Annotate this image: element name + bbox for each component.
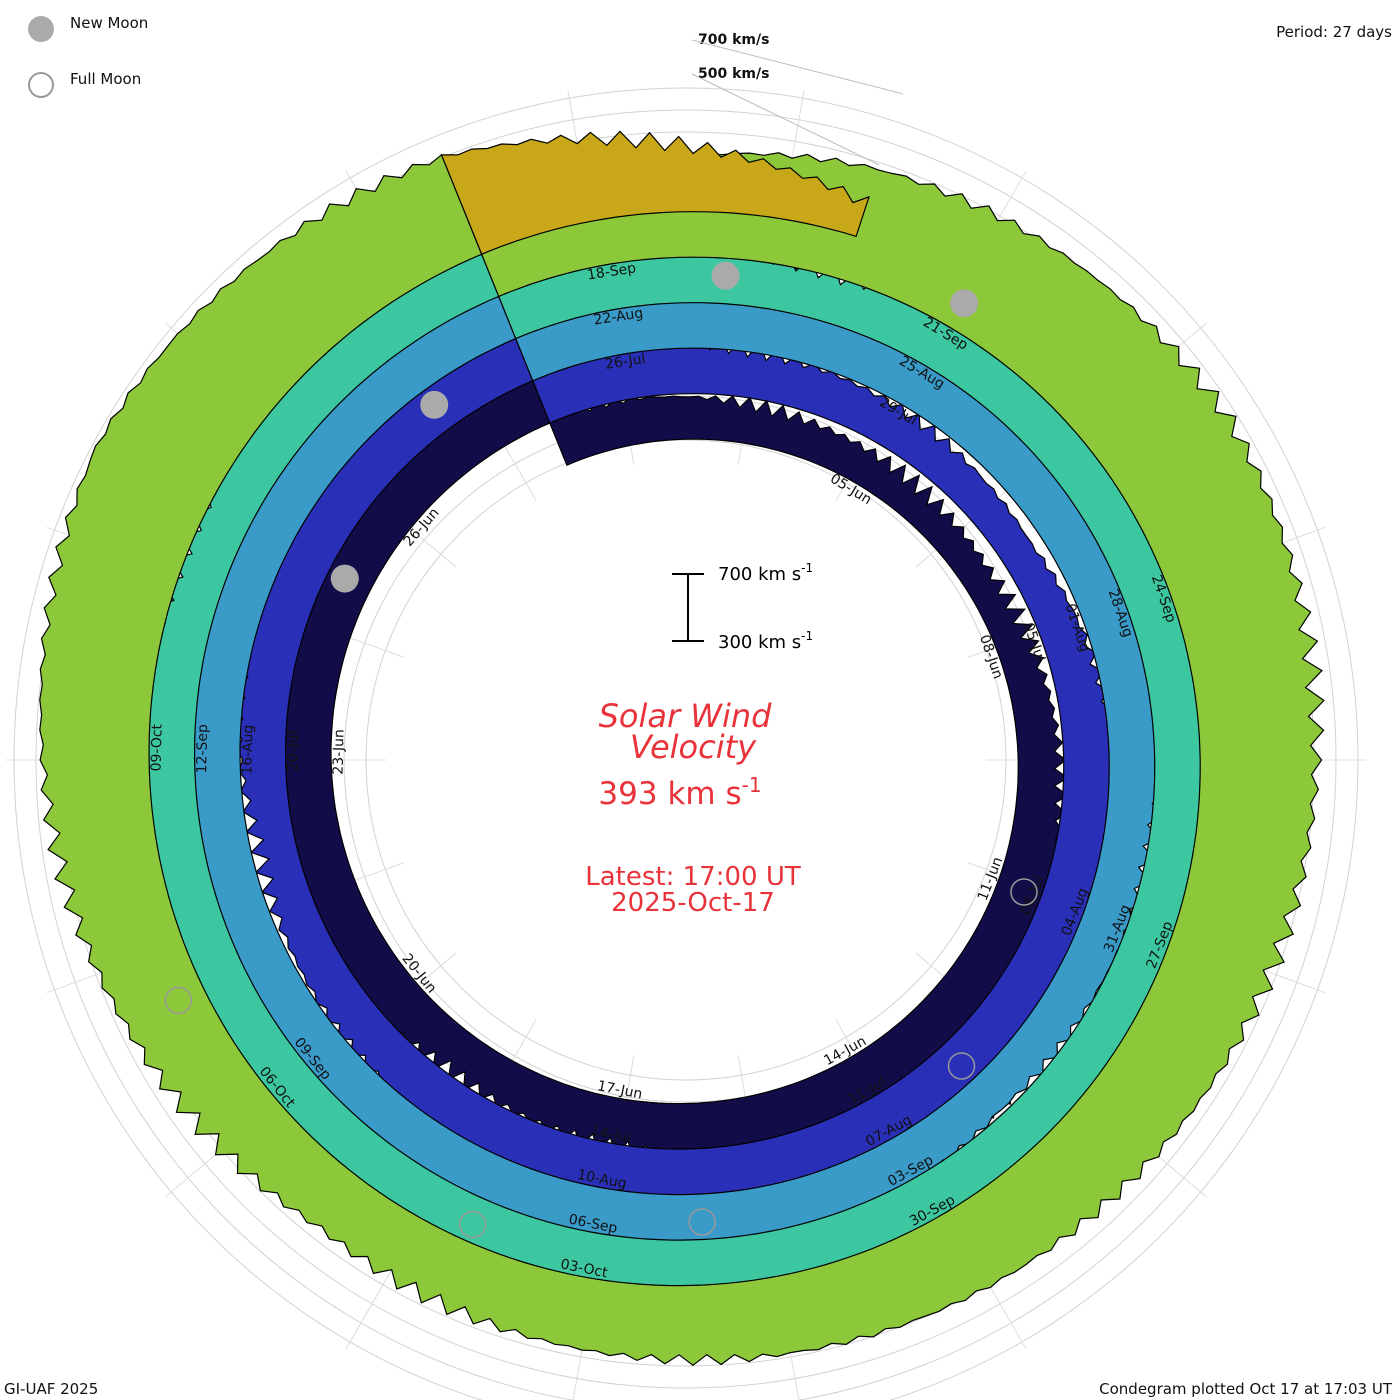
latest-time: Latest: 17:00 UT [585, 862, 801, 892]
new-moon-marker-0 [330, 564, 359, 593]
latest-date: 2025-Oct-17 [611, 888, 775, 918]
reference-ring-label-0: 500 km/s [698, 66, 769, 82]
title-line-2: Velocity [630, 728, 757, 766]
period-label: Period: 27 days [1276, 23, 1392, 41]
reference-ring-leader-1 [691, 39, 903, 95]
new-moon-marker-3 [950, 289, 979, 318]
reference-ring-leader-0 [691, 73, 880, 166]
date-label-35: 09-Oct [149, 723, 166, 771]
full-moon-marker-3 [458, 1210, 487, 1239]
title-line-1: Solar Wind [599, 697, 773, 735]
date-label-11: 14-Jul [589, 1123, 632, 1147]
full-moon-marker-4 [164, 986, 193, 1015]
credit: GI-UAF 2025 [4, 1380, 99, 1398]
scale-top-label: 700 km s-1 [718, 561, 813, 585]
date-label-13: 26-Jul [604, 351, 647, 373]
full-moon-legend-label: Full Moon [70, 70, 142, 88]
plotted-timestamp: Condegram plotted Oct 17 at 17:03 UT [1099, 1380, 1392, 1398]
scale-bottom-label: 300 km s-1 [718, 629, 813, 653]
date-label-6: 23-Jun [331, 729, 348, 775]
new-moon-marker-1 [420, 390, 449, 419]
new-moon-legend-icon [28, 16, 54, 42]
date-label-28: 18-Sep [586, 260, 637, 283]
new-moon-marker-2 [711, 261, 740, 290]
center-title: Solar Wind Velocity 393 km s-1 Latest: 1… [585, 697, 801, 918]
reference-ring-label-1: 700 km/s [698, 32, 769, 48]
full-moon-marker-0 [1010, 878, 1038, 906]
velocity-bands [39, 130, 1325, 1367]
date-label-19: 16-Aug [239, 725, 256, 775]
scale-bar: 700 km s-1 300 km s-1 [672, 561, 813, 653]
reference-ring-labels: 500 km/s 700 km/s [691, 32, 903, 166]
velocity-band-turn-6 [440, 130, 870, 255]
date-label-12: 20-Jul [285, 730, 302, 771]
date-label-27: 12-Sep [194, 724, 211, 774]
new-moon-legend-label: New Moon [70, 14, 149, 32]
full-moon-legend-icon [28, 72, 54, 98]
current-velocity: 393 km s-1 [598, 773, 761, 812]
moon-markers [164, 261, 1038, 1239]
full-moon-marker-2 [688, 1208, 716, 1236]
date-label-20: 22-Aug [593, 305, 645, 328]
full-moon-marker-1 [947, 1052, 976, 1080]
